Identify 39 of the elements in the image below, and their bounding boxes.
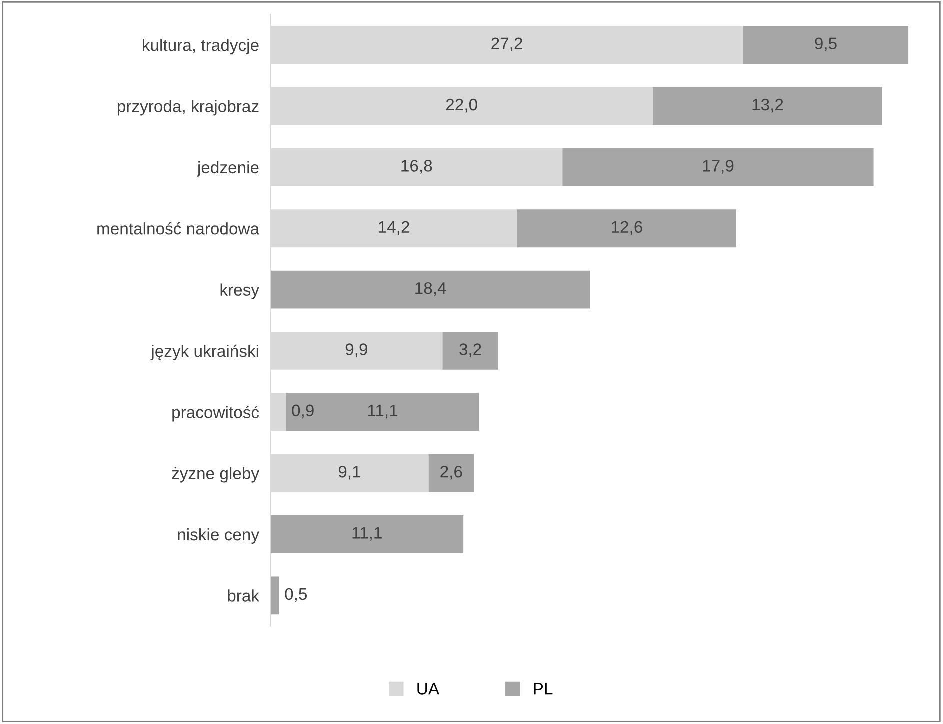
y-tick-label: język ukraiński [150,344,258,361]
y-tick-label: pracowitość [172,406,260,422]
data-label: 16,8 [402,160,432,174]
y-tick-label: niskie ceny [178,528,260,544]
legend-label: UA [418,683,440,695]
legend-label: PL [534,683,553,695]
bar [517,210,736,248]
y-tick-label: kresy [220,284,260,300]
data-label: 22,0 [446,98,478,113]
bar [562,148,874,186]
bar [653,87,882,126]
bar [270,576,280,615]
bar [270,270,590,309]
data-label: 0,5 [285,588,308,602]
data-label: 9,5 [815,38,837,52]
data-label: 11,1 [368,404,398,419]
data-label: 9,9 [346,344,368,358]
y-tick-label: kultura, tradycje [143,39,259,55]
data-label: 27,2 [492,38,522,52]
y-tick-label: jedzenie [197,161,259,177]
data-label: 11,1 [352,527,382,541]
y-tick-label: przyroda, krajobraz [118,100,259,116]
bar [428,454,474,492]
data-label: 0,9 [292,404,314,419]
data-label: 2,6 [440,466,462,480]
bar [270,516,464,554]
data-label: 9,1 [338,466,360,480]
bar [743,26,909,64]
y-tick-label: brak [228,590,260,602]
bar [442,332,498,370]
y-tick-label: żyzne gleby [172,467,260,483]
data-label: 18,4 [416,282,446,296]
data-label: 13,2 [752,98,784,113]
y-tick-label: mentalność narodowa [98,222,260,235]
data-label: 12,6 [612,221,642,236]
bar [286,393,480,432]
data-label: 17,9 [703,160,734,174]
data-label: 3,2 [460,344,482,358]
data-label: 14,2 [379,221,410,236]
